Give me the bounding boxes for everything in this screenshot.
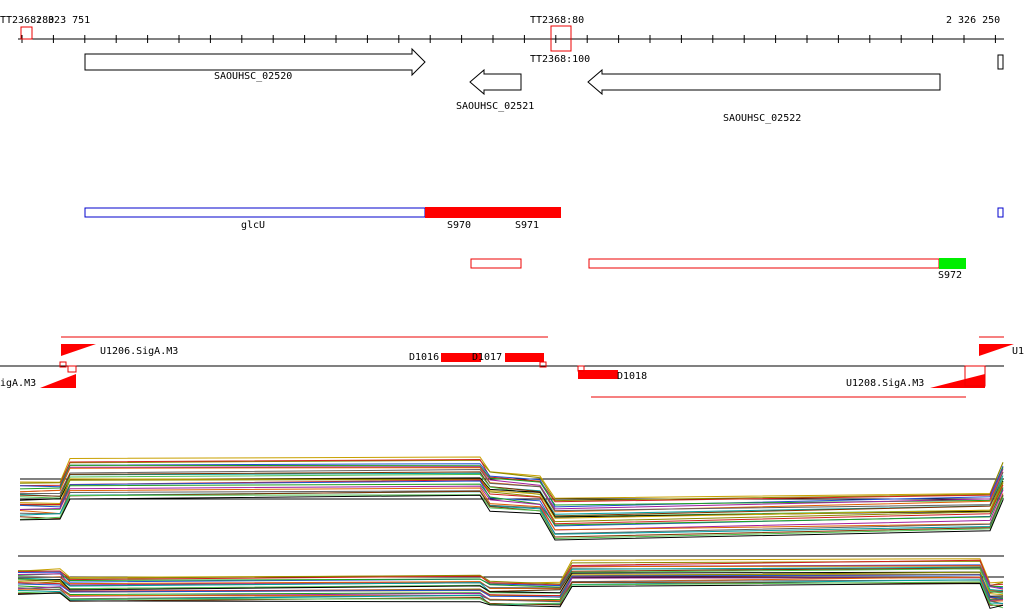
feature[interactable] — [425, 207, 561, 218]
region-label: D1016 — [409, 352, 439, 363]
ruler — [18, 35, 1004, 43]
feature-label: glcU — [241, 220, 265, 231]
feature-label: S972 — [938, 270, 962, 281]
expression-line — [19, 459, 1004, 502]
gene-arrow[interactable] — [469, 68, 522, 96]
site-label: igA.M3 — [0, 378, 36, 389]
region[interactable] — [578, 370, 618, 379]
expression-line — [19, 473, 1004, 518]
feature[interactable] — [470, 258, 522, 269]
site-box — [539, 361, 547, 368]
expression-line — [19, 494, 1004, 540]
gene-label: SAOUHSC_02521 — [456, 101, 534, 112]
feature[interactable] — [588, 258, 940, 269]
feature[interactable] — [997, 207, 1004, 218]
expression-line — [19, 478, 1004, 519]
gene-arrow[interactable] — [587, 68, 941, 96]
marker — [550, 25, 572, 52]
region-label: D1018 — [617, 371, 647, 382]
site-triangle[interactable] — [979, 344, 1014, 356]
ruler-start: 2 323 751 — [36, 15, 90, 26]
site-box — [59, 361, 67, 368]
site-label: U1208.SigA.M3 — [846, 378, 924, 389]
site-triangle[interactable] — [61, 344, 96, 356]
site-label: U1206.SigA.M3 — [100, 346, 178, 357]
expression-line — [19, 494, 1004, 541]
feature-label: S971 — [515, 220, 539, 231]
site-triangle[interactable] — [40, 374, 76, 388]
feature[interactable] — [939, 258, 966, 269]
ruler-end: 2 326 250 — [946, 15, 1000, 26]
site-box — [577, 365, 585, 372]
expression-line — [19, 458, 1004, 503]
marker-label: TT2368:80 — [0, 15, 54, 26]
site-box — [964, 365, 986, 387]
expression-line — [19, 485, 1004, 531]
gene-label: SAOUHSC_02520 — [214, 71, 292, 82]
region[interactable] — [441, 353, 481, 362]
expression-line — [17, 576, 1004, 602]
marker — [20, 26, 33, 40]
expression-line — [19, 468, 1004, 512]
marker-label: TT2368:80 — [530, 15, 584, 26]
expression-line — [19, 479, 1004, 525]
site-label: U1 — [1012, 346, 1024, 357]
expression-tracks — [17, 456, 1004, 609]
gene-box[interactable] — [997, 54, 1004, 70]
feature[interactable] — [84, 207, 426, 218]
gene-label: SAOUHSC_02522 — [723, 113, 801, 124]
region-label: D1017 — [472, 352, 502, 363]
gene-arrow[interactable] — [84, 47, 426, 77]
site-box — [67, 365, 77, 373]
expression-line — [17, 582, 1004, 609]
site-triangle[interactable] — [930, 374, 985, 388]
marker-label: TT2368:100 — [530, 54, 590, 65]
expression-line — [17, 559, 1004, 586]
feature-label: S970 — [447, 220, 471, 231]
region[interactable] — [505, 353, 544, 362]
expression-line — [17, 574, 1004, 599]
